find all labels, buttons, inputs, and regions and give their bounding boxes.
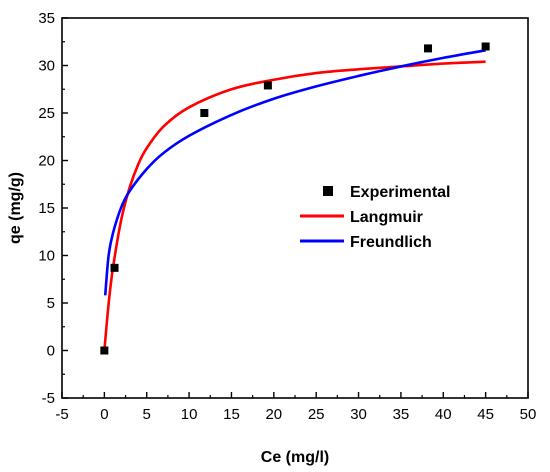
y-tick-label: 30 — [38, 58, 55, 75]
plot-frame — [61, 17, 529, 399]
data-point-experimental — [110, 263, 119, 272]
series-line-langmuir — [103, 60, 486, 351]
y-axis-title: qe (mg/g) — [7, 172, 24, 244]
y-tick-label: 0 — [47, 343, 55, 360]
y-tick-label: 15 — [38, 200, 55, 217]
x-axis-title: Ce (mg/l) — [261, 449, 329, 466]
y-tick-label: 10 — [38, 248, 55, 265]
x-tick-label: 35 — [393, 406, 410, 423]
x-tick-label: 10 — [181, 406, 198, 423]
x-tick-label: 25 — [308, 406, 325, 423]
x-tick-label: 50 — [520, 406, 537, 423]
y-tick-label: 5 — [47, 295, 55, 312]
x-tick-label: 20 — [265, 406, 282, 423]
x-tick-label: 5 — [143, 406, 151, 423]
data-point-experimental — [481, 42, 490, 51]
y-tick-label: 35 — [38, 10, 55, 27]
x-tick-label: 30 — [350, 406, 367, 423]
legend-marker-experimental — [323, 186, 333, 196]
legend-label-experimental: Experimental — [350, 184, 450, 201]
points-layer — [100, 42, 490, 355]
y-tick-label: -5 — [42, 390, 55, 407]
y-axis: -5 0 5 10 15 20 25 30 35 — [38, 10, 68, 407]
data-point-experimental — [424, 44, 433, 53]
x-tick-label: 40 — [435, 406, 452, 423]
legend-label-freundlich: Freundlich — [350, 234, 432, 251]
y-tick-label: 20 — [38, 153, 55, 170]
x-tick-label: 45 — [477, 406, 494, 423]
legend: Experimental Langmuir Freundlich — [300, 184, 450, 251]
data-point-experimental — [100, 346, 109, 355]
series-line-freundlich — [103, 49, 486, 296]
legend-label-langmuir: Langmuir — [350, 209, 423, 226]
data-point-experimental — [263, 81, 272, 90]
curves-layer — [103, 49, 486, 351]
y-tick-label: 25 — [38, 105, 55, 122]
x-tick-label: 0 — [100, 406, 108, 423]
x-tick-label: 15 — [223, 406, 240, 423]
data-point-experimental — [200, 109, 209, 117]
x-axis: -5 0 5 10 15 20 25 30 35 40 45 50 — [55, 392, 536, 423]
x-tick-label: -5 — [55, 406, 68, 423]
